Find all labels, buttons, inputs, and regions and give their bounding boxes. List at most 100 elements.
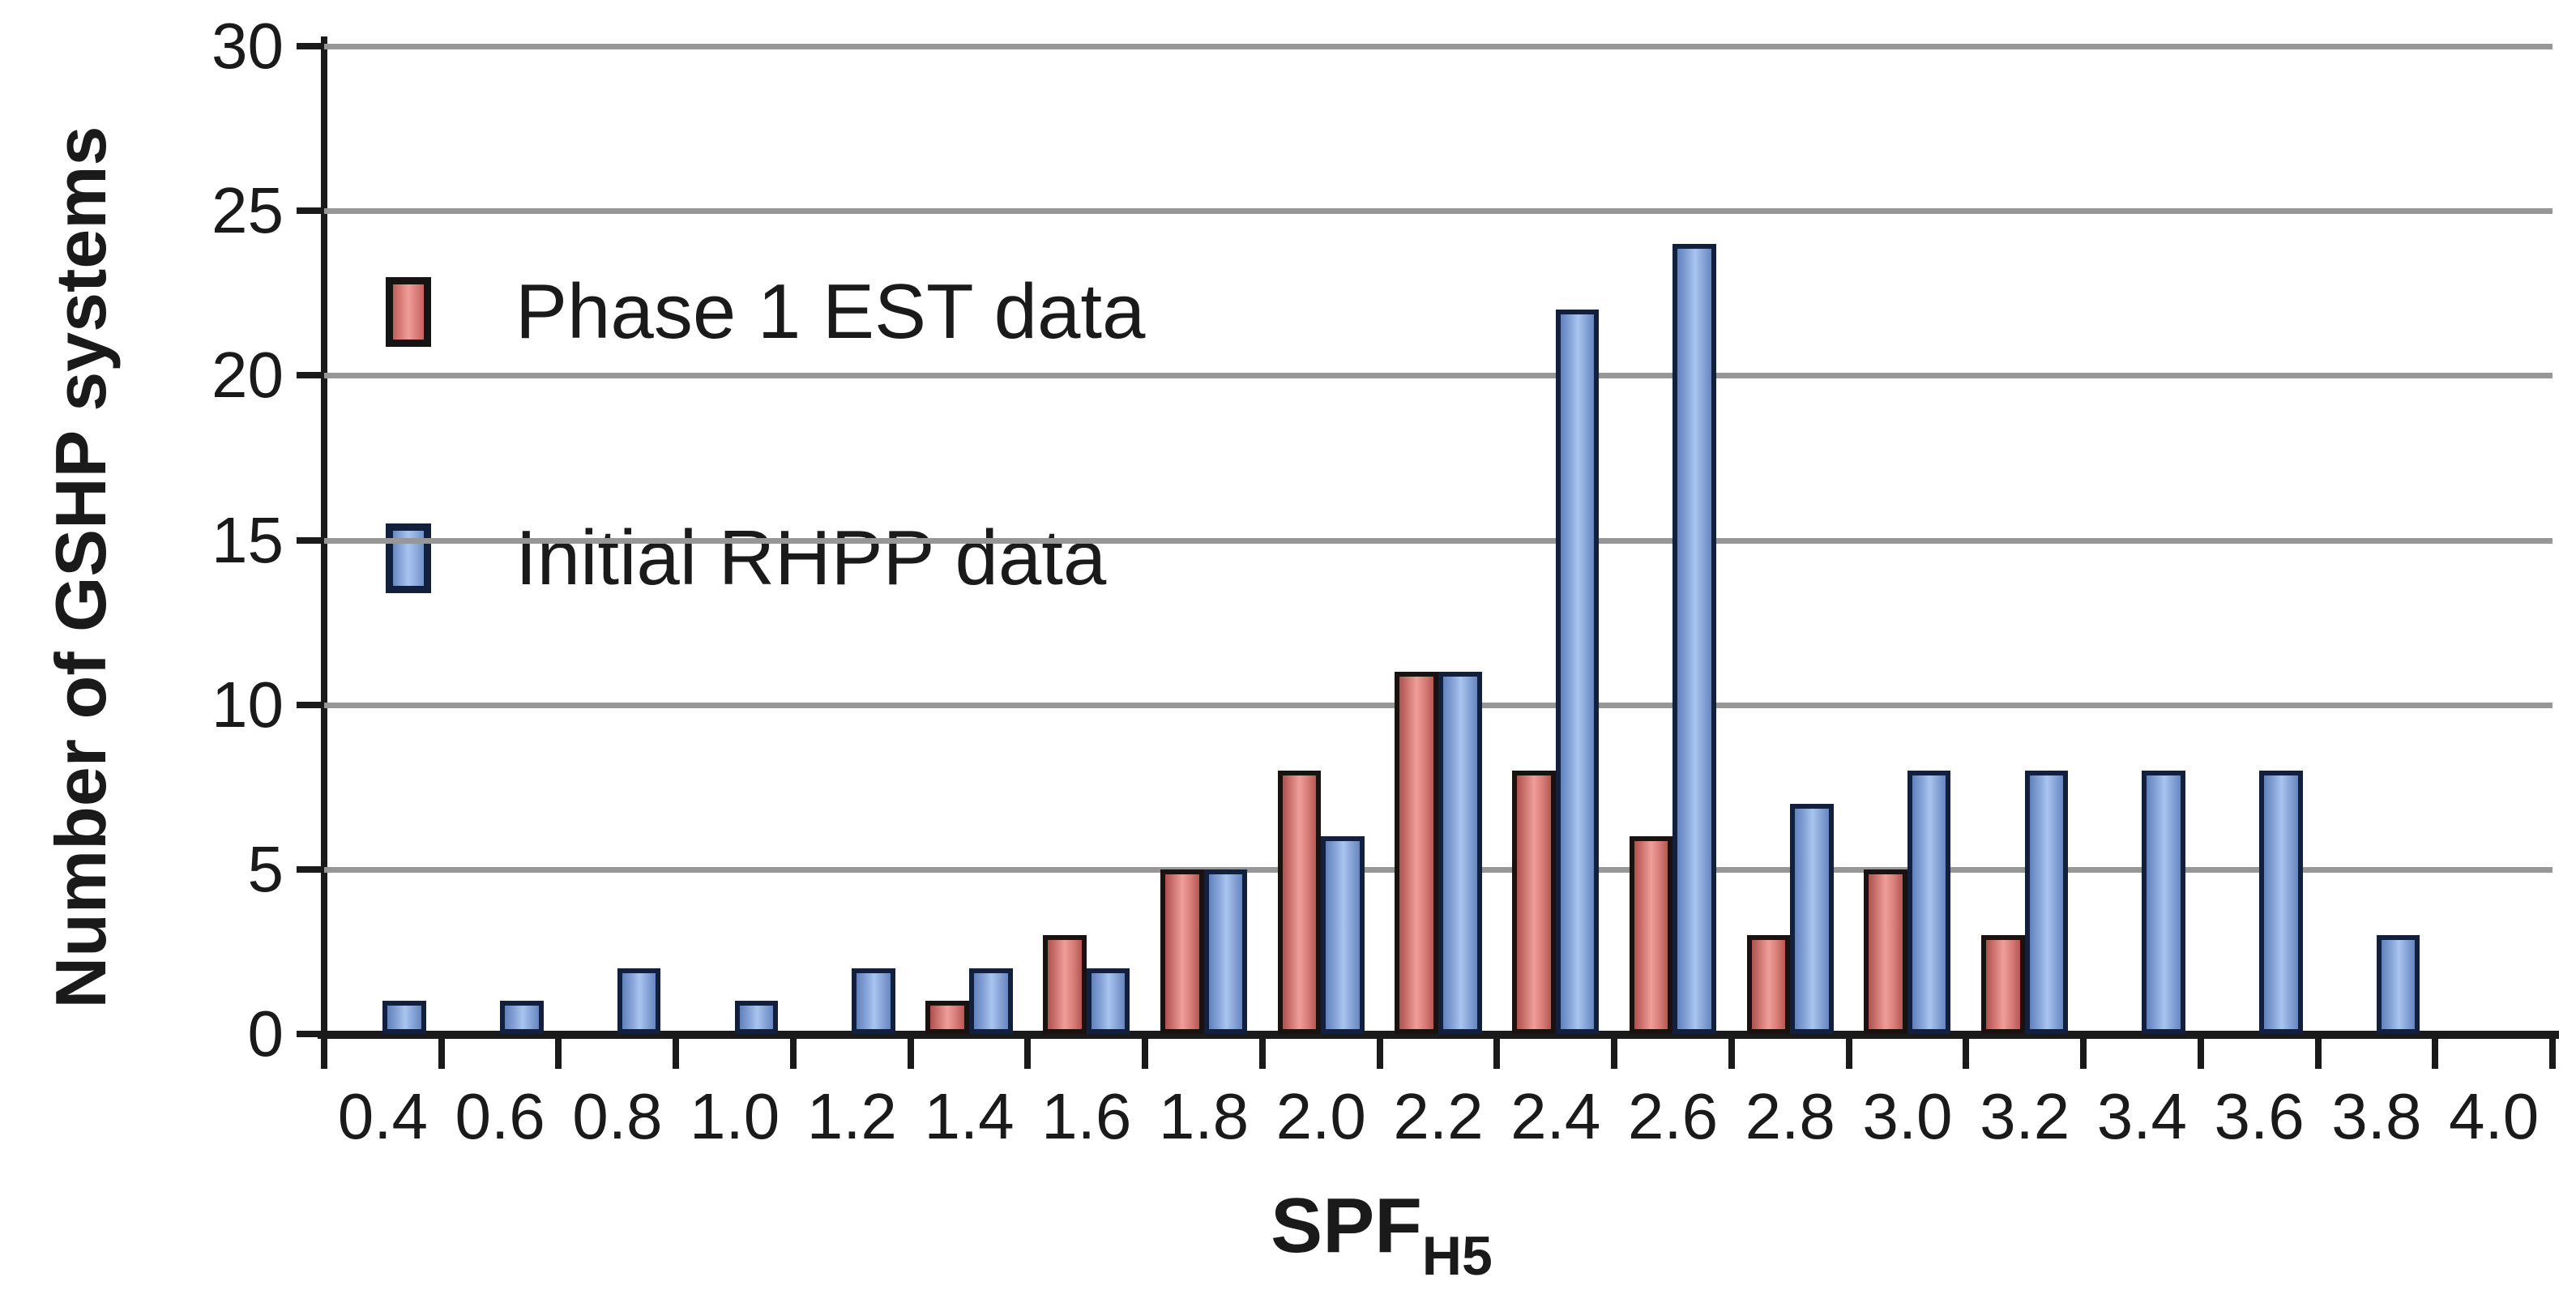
bin-3.2: [1966, 46, 2083, 1034]
bin-1.8: [1145, 46, 1262, 1034]
gridline-15: [324, 537, 2553, 544]
x-tick-label-1.0: 1.0: [689, 1080, 780, 1152]
y-tick-30: [297, 43, 324, 49]
legend-label-rhpp: Initial RHPP data: [515, 515, 1107, 601]
bar-rhpp-1.6: [1086, 968, 1130, 1034]
bar-rhpp-1.0: [734, 1001, 779, 1034]
x-tick-3: [673, 1038, 680, 1069]
bin-0.4: [324, 46, 442, 1034]
legend-swatch-rhpp: [386, 523, 431, 593]
bar-rhpp-3.2: [2024, 770, 2069, 1034]
y-tick-label-15: 15: [211, 503, 284, 576]
bar-rhpp-0.8: [617, 968, 661, 1034]
y-tick-0: [297, 1031, 324, 1037]
x-tick-label-3.2: 3.2: [1980, 1080, 2070, 1152]
bin-0.6: [442, 46, 559, 1034]
y-tick-label-30: 30: [211, 10, 284, 82]
bin-2.6: [1614, 46, 1732, 1034]
x-tick-label-0.8: 0.8: [572, 1080, 663, 1152]
x-tick-19: [2549, 1038, 2556, 1069]
x-tick-label-2.6: 2.6: [1627, 1080, 1719, 1152]
x-tick-label-1.8: 1.8: [1158, 1080, 1250, 1152]
x-tick-label-1.6: 1.6: [1041, 1080, 1132, 1152]
x-tick-1: [438, 1038, 445, 1069]
y-tick-label-25: 25: [211, 174, 284, 247]
x-tick-label-2.2: 2.2: [1393, 1080, 1484, 1152]
bar-rhpp-1.4: [969, 968, 1013, 1034]
bar-rhpp-2.4: [1555, 310, 1600, 1034]
bin-2.8: [1732, 46, 1849, 1034]
x-tick-2: [555, 1038, 562, 1069]
plot-area: [324, 44, 2553, 1034]
bar-rhpp-1.8: [1203, 869, 1248, 1034]
bar-rhpp-0.6: [500, 1001, 544, 1034]
bin-3.4: [2083, 46, 2201, 1034]
legend-swatch-phase1: [386, 277, 431, 347]
x-axis-line: [318, 1031, 2559, 1039]
x-tick-label-1.2: 1.2: [806, 1080, 897, 1152]
x-tick-12: [1728, 1038, 1735, 1069]
bar-phase1-2.4: [1512, 770, 1556, 1034]
gridline-30: [324, 44, 2553, 49]
bar-rhpp-2.6: [1672, 243, 1716, 1034]
x-tick-0: [321, 1038, 327, 1069]
x-tick-10: [1493, 1038, 1501, 1069]
x-tick-label-3.0: 3.0: [1862, 1080, 1953, 1152]
bar-phase1-2.8: [1746, 935, 1791, 1034]
x-tick-label-2.4: 2.4: [1510, 1080, 1601, 1152]
bar-phase1-1.8: [1160, 869, 1204, 1034]
bar-phase1-2.0: [1277, 770, 1322, 1034]
bar-rhpp-2.8: [1790, 803, 1834, 1034]
y-tick-15: [297, 536, 324, 544]
bin-3.6: [2201, 46, 2318, 1034]
bar-phase1-2.2: [1395, 672, 1438, 1034]
x-tick-label-3.4: 3.4: [2096, 1080, 2188, 1152]
y-tick-label-10: 10: [211, 668, 284, 741]
x-tick-label-2.8: 2.8: [1745, 1080, 1835, 1152]
bin-3.0: [1849, 46, 1967, 1034]
bin-1.4: [911, 46, 1028, 1034]
bin-1.2: [793, 46, 911, 1034]
bars-container: [324, 46, 2553, 1034]
bar-rhpp-3.8: [2376, 935, 2420, 1034]
bin-0.8: [558, 46, 676, 1034]
y-axis-line: [321, 36, 327, 1038]
x-tick-label-0.4: 0.4: [337, 1080, 428, 1152]
y-tick-label-0: 0: [247, 998, 284, 1070]
bar-rhpp-3.4: [2142, 770, 2185, 1034]
x-tick-label-2.0: 2.0: [1275, 1080, 1366, 1152]
x-tick-label-4.0: 4.0: [2449, 1080, 2540, 1152]
x-tick-14: [1963, 1038, 1970, 1069]
bar-rhpp-1.2: [852, 968, 895, 1034]
bar-rhpp-3.0: [1907, 770, 1951, 1034]
x-tick-11: [1611, 1038, 1618, 1069]
bar-rhpp-0.4: [382, 1001, 426, 1034]
bin-4.0: [2435, 46, 2553, 1034]
x-tick-8: [1258, 1038, 1266, 1069]
x-tick-5: [907, 1038, 914, 1069]
x-axis-title: SPFH5: [1271, 1181, 1493, 1284]
bar-phase1-1.4: [925, 1001, 970, 1034]
x-tick-label-3.8: 3.8: [2331, 1080, 2422, 1152]
y-tick-20: [297, 372, 324, 379]
gridline-25: [324, 208, 2553, 215]
x-tick-label-1.4: 1.4: [924, 1080, 1015, 1152]
x-tick-18: [2432, 1038, 2439, 1069]
bin-3.8: [2318, 46, 2435, 1034]
x-axis-title-main: SPF: [1271, 1182, 1422, 1269]
x-tick-4: [789, 1038, 797, 1069]
x-tick-label-0.6: 0.6: [455, 1080, 545, 1152]
gridline-20: [324, 373, 2553, 379]
bin-2.4: [1497, 46, 1614, 1034]
bar-phase1-3.0: [1864, 869, 1907, 1034]
x-tick-9: [1376, 1038, 1383, 1069]
bar-rhpp-3.6: [2259, 770, 2303, 1034]
legend-label-phase1: Phase 1 EST data: [515, 268, 1146, 355]
bar-phase1-3.2: [1981, 935, 2025, 1034]
x-tick-6: [1024, 1038, 1032, 1069]
x-axis-title-subscript: H5: [1421, 1225, 1493, 1287]
bar-phase1-1.6: [1043, 935, 1087, 1034]
y-tick-25: [297, 207, 324, 215]
x-tick-15: [2080, 1038, 2087, 1069]
